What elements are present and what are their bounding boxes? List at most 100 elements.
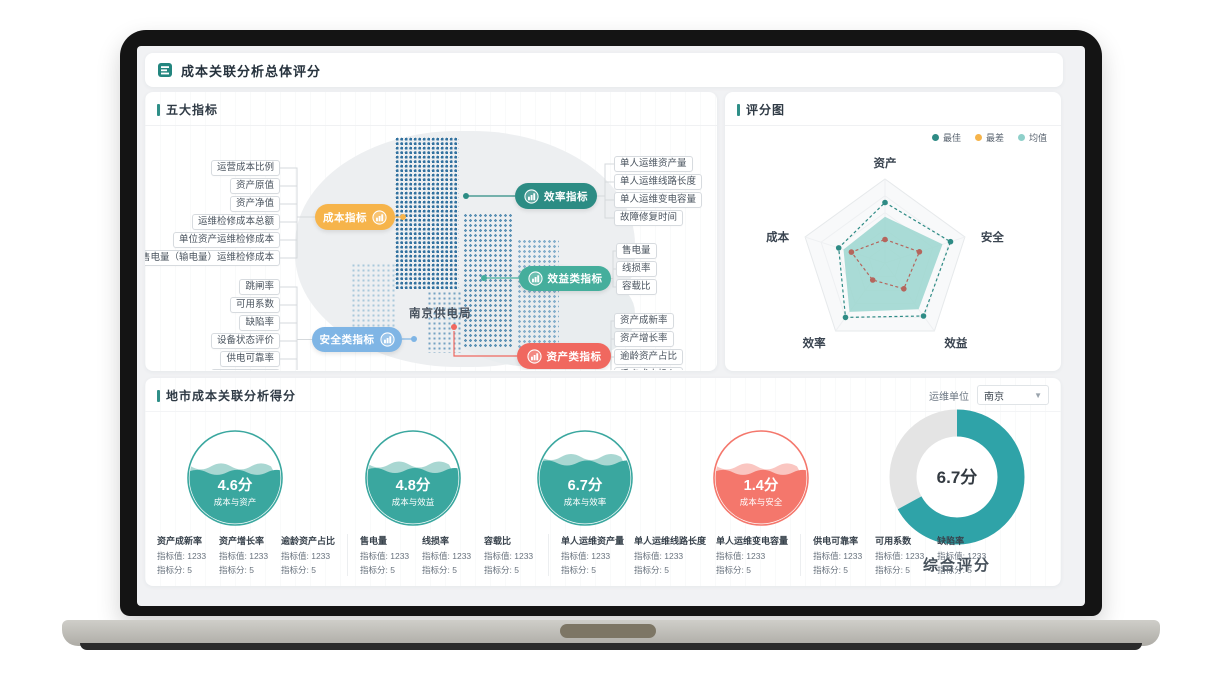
- section-marker: [157, 103, 160, 116]
- mindmap-leaf-label: 运营成本比例: [210, 160, 280, 176]
- mindmap-leaf-label: 跳闸率: [239, 279, 280, 295]
- mindmap-node-benefit[interactable]: 效益类指标: [519, 266, 611, 291]
- metric-value: 指标值: 1233: [157, 551, 207, 561]
- radar-chart: 最佳 最差 均值 资产 安全 效益 效率 成本: [725, 123, 1061, 370]
- section-marker: [737, 103, 740, 116]
- mindmap-center-label: 南京供电局: [409, 308, 472, 320]
- metric-score: 指标分: 5: [281, 565, 316, 575]
- legend-item[interactable]: 最差: [974, 131, 1004, 144]
- metric-score: 指标分: 5: [157, 565, 192, 575]
- legend-dot-icon: [974, 134, 982, 141]
- bar-chart-icon: [526, 348, 542, 364]
- mindmap-leaf-label: 单人运维线路长度: [614, 174, 703, 190]
- mindmap-node-safety[interactable]: 安全类指标: [312, 327, 402, 352]
- legend-dot-icon: [1017, 134, 1025, 141]
- svg-text:效率: 效率: [803, 336, 826, 350]
- liquid-gauge-3: 6.7分 成本与效率: [535, 428, 635, 528]
- mindmap-leaf-label: 资产原值: [229, 178, 280, 194]
- legend-item[interactable]: 最佳: [931, 131, 961, 144]
- metric-score: 指标分: 5: [813, 565, 849, 575]
- legend-dot-icon: [931, 134, 939, 141]
- liquid-gauge-4: 1.4分 成本与安全: [711, 428, 811, 528]
- metric-name: 单人运维变电容量: [716, 536, 789, 546]
- metric: 逾龄资产占比 指标值: 1233 指标分: 5: [281, 534, 335, 576]
- radar-legend: 最佳 最差 均值: [931, 131, 1047, 144]
- metric-value: 指标值: 1233: [937, 551, 987, 561]
- stat-group: 售电量 指标值: 1233 指标分: 5 线损率 指标值: 1233 指标分: 5…: [360, 534, 550, 576]
- metric-score: 指标分: 5: [634, 565, 669, 575]
- metric-score: 指标分: 5: [875, 565, 911, 575]
- stat-group: 资产成新率 指标值: 1233 指标分: 5 资产增长率 指标值: 1233 指标…: [157, 534, 349, 576]
- mindmap-node-asset[interactable]: 资产类指标: [517, 343, 611, 369]
- metric: 缺陷率 指标值: 1233 指标分: 5: [937, 534, 989, 576]
- mindmap-leaf-label: 资产成新率: [614, 313, 674, 329]
- mindmap-leaf-label: 缺陷率: [239, 315, 280, 331]
- svg-text:4.8分: 4.8分: [396, 477, 431, 494]
- svg-text:效益: 效益: [944, 336, 967, 350]
- metric-value: 指标值: 1233: [813, 551, 863, 561]
- svg-text:成本与资产: 成本与资产: [214, 497, 257, 507]
- legend-item[interactable]: 均值: [1017, 131, 1047, 144]
- city-tower-icon: [517, 239, 559, 351]
- metric-value: 指标值: 1233: [484, 551, 534, 561]
- mindmap-node-efficiency[interactable]: 效率指标: [515, 183, 597, 209]
- mindmap-leaf-label: 资产增长率: [614, 331, 674, 347]
- mindmap-node-cost[interactable]: 成本指标: [315, 204, 395, 230]
- metric-name: 供电可靠率: [813, 536, 859, 546]
- indicator-mindmap: 南京供电局 成本指标 运营成本比例 资产原值 资产净值 运维检修成本总额 单位资产运维检修…: [145, 123, 717, 370]
- overall-score-donut: 6.7分: [887, 406, 1027, 548]
- metric-score: 指标分: 5: [561, 565, 596, 575]
- metric: 资产成新率 指标值: 1233 指标分: 5: [157, 534, 209, 576]
- mindmap-leaf-label: 单位售电量（输电量）运维检修成本: [145, 250, 280, 266]
- metric-score: 指标分: 5: [716, 565, 751, 575]
- unit-select[interactable]: 南京 ▼: [977, 385, 1049, 405]
- metric-name: 容载比: [484, 536, 512, 546]
- mindmap-leaf-label: 设备状态评价: [210, 333, 280, 349]
- metric-name: 缺陷率: [937, 536, 965, 546]
- metric-name: 逾龄资产占比: [281, 536, 336, 546]
- metric-name: 资产增长率: [219, 536, 265, 546]
- stat-group: 供电可靠率 指标值: 1233 指标分: 5 可用系数 指标值: 1233 指标分…: [813, 534, 1001, 576]
- mindmap-leaf-label: 安全成效趋势: [210, 369, 280, 370]
- metric-score: 指标分: 5: [360, 565, 395, 575]
- metric-score: 指标分: 5: [484, 565, 519, 575]
- five-indicators-title: 五大指标: [145, 92, 717, 126]
- metric-name: 单人运维线路长度: [634, 536, 707, 546]
- unit-filter-label: 运维单位: [929, 391, 969, 403]
- svg-text:成本与效率: 成本与效率: [564, 497, 607, 507]
- metric: 资产增长率 指标值: 1233 指标分: 5: [219, 534, 271, 576]
- metric-name: 线损率: [422, 536, 450, 546]
- metric-value: 指标值: 1233: [634, 551, 684, 561]
- bar-chart-icon: [379, 332, 395, 347]
- svg-text:成本与安全: 成本与安全: [740, 497, 783, 507]
- app-logo-icon: [157, 62, 173, 78]
- metric: 供电可靠率 指标值: 1233 指标分: 5: [813, 534, 865, 576]
- svg-text:6.7分: 6.7分: [937, 468, 978, 487]
- metric: 可用系数 指标值: 1233 指标分: 5: [875, 534, 927, 576]
- mindmap-leaf-label: 重点成本投入: [614, 367, 684, 370]
- metric: 售电量 指标值: 1233 指标分: 5: [360, 534, 412, 576]
- bar-chart-icon: [527, 271, 543, 286]
- mindmap-leaf-label: 单人运维变电容量: [614, 192, 703, 208]
- metric-score: 指标分: 5: [422, 565, 457, 575]
- city-tower-icon: [463, 213, 513, 349]
- stat-group: 单人运维资产量 指标值: 1233 指标分: 5 单人运维线路长度 指标值: 12…: [561, 534, 802, 576]
- metric: 单人运维资产量 指标值: 1233 指标分: 5: [561, 534, 624, 576]
- liquid-gauge-1: 4.6分 成本与资产: [185, 428, 285, 528]
- mindmap-leaf-label: 可用系数: [229, 297, 280, 313]
- svg-text:1.4分: 1.4分: [744, 477, 779, 494]
- metric-stats-row: 资产成新率 指标值: 1233 指标分: 5 资产增长率 指标值: 1233 指标…: [157, 534, 1013, 576]
- metric-score: 指标分: 5: [219, 565, 254, 575]
- metric-value: 指标值: 1233: [281, 551, 331, 561]
- mindmap-leaf-label: 逾龄资产占比: [614, 349, 684, 365]
- svg-text:安全: 安全: [981, 230, 1004, 244]
- metric: 容载比 指标值: 1233 指标分: 5: [484, 534, 536, 576]
- section-marker: [157, 389, 160, 402]
- city-score-title: 地市成本关联分析得分: [145, 378, 1061, 412]
- svg-text:成本与效益: 成本与效益: [392, 497, 435, 507]
- metric-name: 单人运维资产量: [561, 536, 625, 546]
- overall-score-label: 综合评分: [922, 557, 991, 574]
- svg-text:6.7分: 6.7分: [568, 477, 603, 494]
- city-score-card: 地市成本关联分析得分 运维单位 南京 ▼ 4.6分 成本与资产 4.8分 成本: [145, 378, 1061, 586]
